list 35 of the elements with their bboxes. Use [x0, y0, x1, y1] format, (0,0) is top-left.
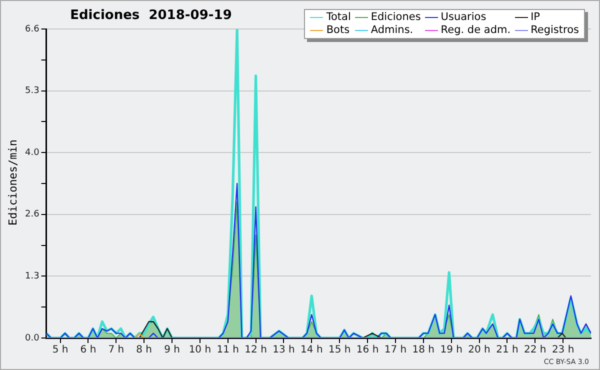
x-tick-label: 16 h [356, 344, 379, 356]
x-tick-label: 6 h [80, 344, 96, 356]
legend-label: Registros [530, 24, 579, 37]
legend-label: Admins. [370, 24, 414, 37]
x-tick-label: 22 h [524, 344, 546, 356]
x-tick-label: 10 h [188, 344, 212, 356]
legend-label: Ediciones [370, 11, 421, 24]
x-tick-label: 8 h [136, 344, 152, 356]
x-tick-label: 18 h [412, 344, 435, 356]
x-tick-label: 19 h [440, 344, 462, 356]
x-tick-label: 23 h [552, 344, 574, 356]
x-tick-label: 14 h [300, 344, 323, 356]
x-tick-label: 21 h [496, 344, 518, 356]
legend-label: Total [326, 11, 351, 24]
y-tick-label: 4.0 [24, 148, 40, 158]
x-tick-label: 9 h [164, 344, 180, 356]
x-tick-label: 7 h [108, 344, 124, 356]
y-tick-label: 0.0 [24, 333, 40, 344]
y-axis-title: Ediciones/min [6, 138, 20, 228]
legend-label: IP [530, 11, 540, 24]
x-tick-label: 12 h [244, 344, 267, 356]
y-tick-label: 6.6 [24, 24, 40, 34]
y-tick-label: 5.3 [24, 86, 40, 96]
x-tick-label: 5 h [52, 344, 68, 356]
legend-label: Bots [326, 24, 350, 37]
legend-label: Reg. de adm. [440, 24, 511, 37]
y-tick-label: 1.3 [24, 272, 40, 282]
x-tick-label: 15 h [328, 344, 351, 356]
chart-title: Ediciones 2018-09-19 [69, 8, 233, 23]
x-tick-label: 11 h [216, 344, 239, 356]
x-tick-label: 20 h [468, 344, 490, 356]
y-tick-label: 2.6 [24, 210, 40, 220]
legend-label: Usuarios [440, 11, 486, 24]
x-tick-label: 17 h [384, 344, 407, 356]
x-tick-label: 13 h [272, 344, 295, 356]
